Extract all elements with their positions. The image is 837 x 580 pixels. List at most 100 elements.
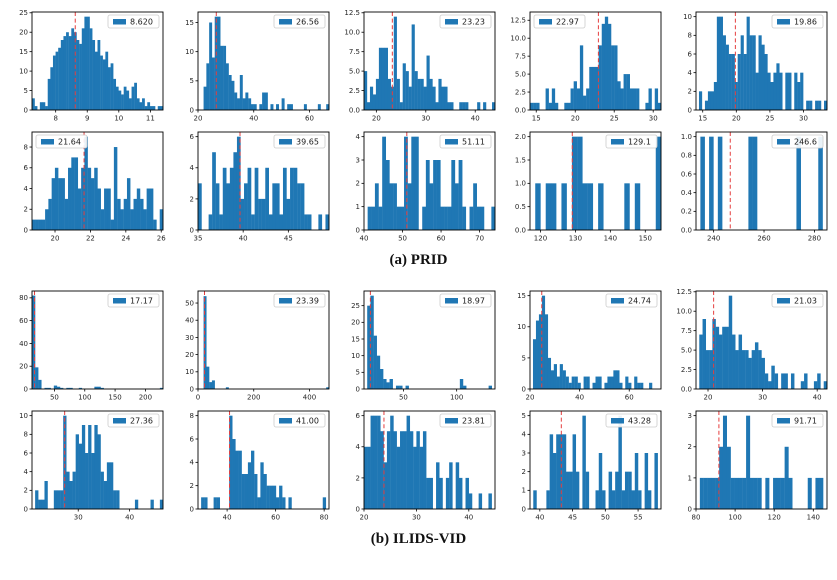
legend-box [273, 14, 325, 29]
y-tick-label: 10 [351, 352, 360, 360]
y-tick-label: 0 [23, 385, 27, 393]
axis-ticks: 50 100 150 200 0 20 40 60 80 [19, 294, 152, 401]
y-tick-label: 0 [23, 226, 27, 234]
plot-frame [695, 290, 827, 390]
histogram-subplot: 20 30 40 0.0 2.5 5.0 7.5 10.0 12.5 23.23 [344, 9, 495, 123]
histogram-cell: 40 45 50 55 0 1 2 3 4 5 43.28 [505, 405, 665, 523]
legend-swatch [278, 19, 292, 25]
y-tick-label: 2.5 [514, 88, 525, 96]
axis-ticks: 20 30 40 0 2 4 6 [355, 412, 473, 521]
histogram-cell: 120 130 140 150 0.0 0.5 1.0 1.5 2.0 129.1 [505, 126, 665, 244]
axis-ticks: 20 30 40 0.0 2.5 5.0 7.5 10.0 12.5 [676, 288, 821, 401]
legend-swatch [776, 139, 790, 145]
legend-swatch [444, 298, 458, 304]
plot-frame [31, 131, 163, 231]
plot-frame [363, 410, 495, 510]
x-tick-label: 45 [283, 235, 292, 243]
x-tick-label: 22 [85, 235, 94, 243]
prid-grid: 8 9 10 11 0 5 10 15 20 25 8.620 20 40 60 0 5 10 15 26.56 20… [0, 6, 837, 244]
axis-ticks: 20 40 60 0 5 10 15 [517, 292, 634, 401]
y-tick-label: 20 [351, 319, 360, 327]
y-tick-label: 2 [521, 468, 525, 476]
y-tick-label: 5.0 [514, 71, 525, 79]
histogram-cell: 8 9 10 11 0 5 10 15 20 25 8.620 [7, 6, 167, 124]
histogram-bars [699, 415, 823, 509]
y-tick-label: 12.5 [344, 9, 360, 17]
y-tick-label: 5 [355, 369, 359, 377]
legend: 129.1 [605, 134, 657, 149]
y-tick-label: 2.5 [680, 366, 691, 374]
x-tick-label: 60 [271, 514, 280, 522]
x-tick-label: 40 [464, 514, 473, 522]
legend-box [439, 134, 491, 149]
x-tick-label: 200 [247, 394, 260, 402]
y-tick-label: 20 [19, 29, 28, 37]
legend-box [771, 413, 823, 428]
y-tick-label: 2 [23, 487, 27, 495]
y-tick-label: 12.5 [676, 288, 692, 296]
legend-swatch [112, 19, 126, 25]
y-tick-label: 2.0 [514, 133, 525, 141]
histogram-cell: 80 100 120 140 0 1 2 3 91.71 [671, 405, 831, 523]
y-tick-label: 0 [687, 505, 691, 513]
x-tick-label: 15 [698, 115, 707, 123]
legend-box [533, 14, 585, 29]
axis-ticks: 40 50 60 70 0 1 2 3 4 [355, 133, 484, 242]
y-tick-label: 15 [19, 48, 28, 56]
histogram-cell: 40 50 60 70 0 1 2 3 4 51.11 [339, 126, 499, 244]
legend-box [439, 293, 491, 308]
histogram-subplot: 35 40 45 0 2 4 6 39.65 [189, 131, 329, 243]
legend-box [273, 293, 325, 308]
x-tick-label: 40 [575, 394, 584, 402]
legend-label: 91.71 [794, 417, 817, 426]
x-tick-label: 45 [568, 514, 577, 522]
plot-frame [529, 131, 661, 231]
legend: 8.620 [107, 14, 159, 29]
histogram-subplot: 40 50 60 70 0 1 2 3 4 51.11 [355, 131, 495, 243]
histogram-bars [31, 16, 163, 111]
y-tick-label: 2 [355, 180, 359, 188]
y-tick-label: 0 [23, 106, 27, 114]
legend-swatch [278, 139, 292, 145]
legend-swatch [112, 418, 126, 424]
y-tick-label: 0 [189, 505, 193, 513]
axis-ticks: 80 100 120 140 0 1 2 3 [687, 412, 819, 521]
y-tick-label: 2 [687, 443, 691, 451]
histogram-subplot: 15 20 25 30 0.0 2.5 5.0 7.5 10.0 12.5 22.97 [510, 11, 661, 123]
histogram-bars [532, 295, 652, 389]
legend-swatch [776, 298, 790, 304]
x-tick-label: 130 [568, 235, 581, 243]
y-tick-label: 1 [355, 203, 359, 211]
x-tick-label: 20 [193, 115, 202, 123]
x-tick-label: 50 [600, 514, 609, 522]
histogram-cell: 50 100 0 5 10 15 20 25 18.97 [339, 285, 499, 403]
histogram-cell: 0 200 400 0 10 20 30 40 50 23.39 [173, 285, 333, 403]
plot-frame [695, 11, 827, 111]
histogram-bars [698, 295, 827, 389]
histogram-bars [197, 136, 329, 230]
plot-frame [31, 410, 163, 510]
legend-swatch [112, 298, 126, 304]
x-tick-label: 0 [195, 394, 199, 402]
legend: 246.6 [771, 134, 823, 149]
legend-label: 24.74 [628, 297, 651, 306]
x-tick-label: 60 [436, 235, 445, 243]
histogram-cell: 40 60 80 0 2 4 6 8 41.00 [173, 405, 333, 523]
histogram-subplot: 80 100 120 140 0 1 2 3 91.71 [687, 410, 827, 522]
y-tick-label: 10 [517, 323, 526, 331]
x-tick-label: 40 [359, 235, 368, 243]
legend-swatch [776, 19, 790, 25]
y-tick-label: 2 [189, 482, 193, 490]
legend-swatch [776, 418, 790, 424]
x-tick-label: 8 [53, 115, 57, 123]
y-tick-label: 8 [23, 143, 27, 151]
y-tick-label: 40 [19, 340, 28, 348]
histogram-bars [529, 16, 661, 111]
histogram-bars [203, 296, 329, 389]
x-tick-label: 120 [767, 514, 780, 522]
x-tick-label: 10 [114, 115, 123, 123]
legend: 23.23 [439, 14, 491, 29]
legend: 21.03 [771, 293, 823, 308]
legend-swatch [444, 139, 458, 145]
